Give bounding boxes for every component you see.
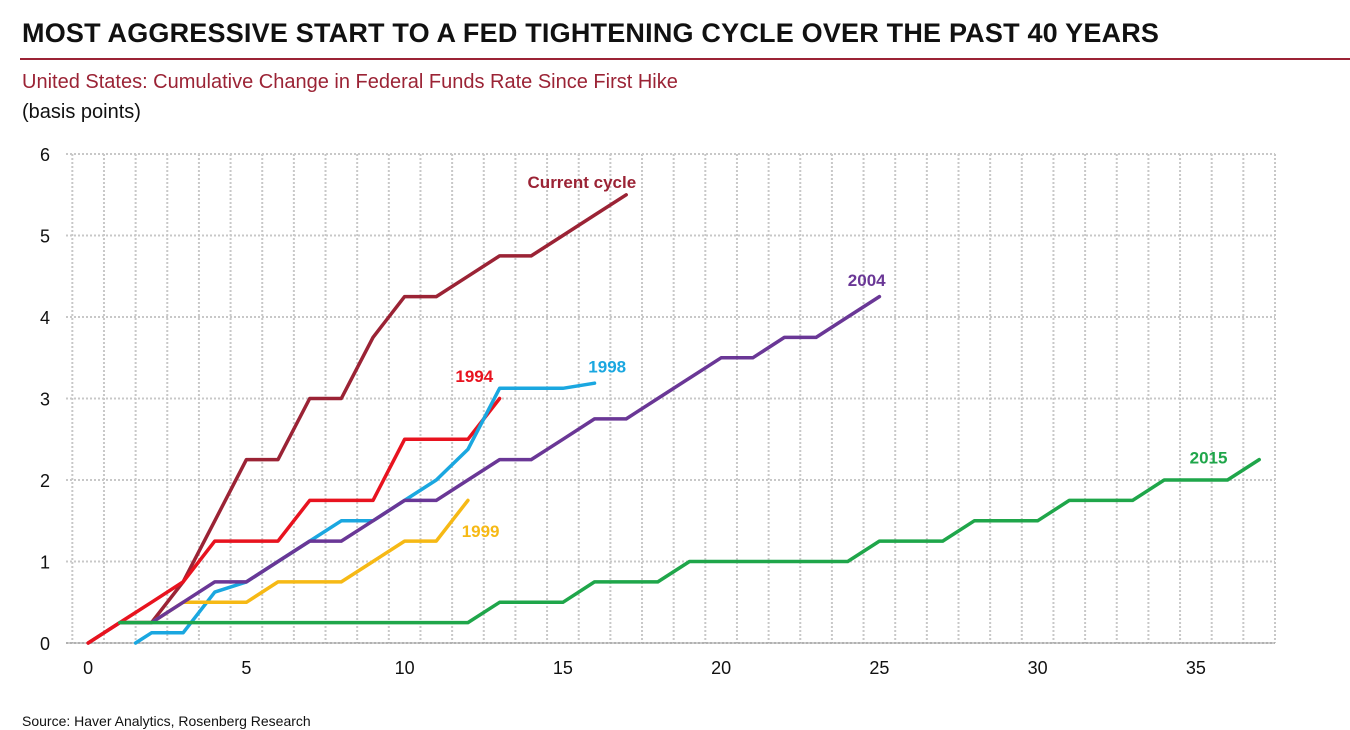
title-divider xyxy=(20,58,1350,60)
series-labels: Current cycle 1994 1998 1999 2004 2015 xyxy=(455,173,1227,541)
grid-lines xyxy=(66,153,1276,644)
x-tick-label: 15 xyxy=(553,658,573,678)
series-label-current-cycle: Current cycle xyxy=(528,173,637,192)
x-tick-label: 30 xyxy=(1028,658,1048,678)
series-label-1994: 1994 xyxy=(455,367,493,386)
series-label-1998: 1998 xyxy=(588,357,626,376)
unit-label: (basis points) xyxy=(22,101,141,123)
y-tick-label: 3 xyxy=(40,390,50,410)
y-tick-label: 4 xyxy=(40,308,50,328)
chart-title: MOST AGGRESSIVE START TO A FED TIGHTENIN… xyxy=(22,18,1160,48)
axis-ticks: 0 1 2 3 4 5 6 0 5 10 15 20 25 30 35 xyxy=(40,145,1206,678)
y-tick-label: 5 xyxy=(40,227,50,247)
series-line-1994 xyxy=(86,396,502,645)
x-tick-label: 10 xyxy=(395,658,415,678)
series-label-2015: 2015 xyxy=(1190,449,1228,468)
y-tick-label: 1 xyxy=(40,553,50,573)
series-line-2004 xyxy=(118,294,882,625)
source-note: Source: Haver Analytics, Rosenberg Resea… xyxy=(22,713,311,729)
series-lines xyxy=(86,193,1261,645)
series-line-current-cycle xyxy=(86,193,628,645)
y-tick-label: 0 xyxy=(40,634,50,654)
x-tick-label: 0 xyxy=(83,658,93,678)
series-line-1998 xyxy=(133,381,597,645)
x-tick-label: 25 xyxy=(869,658,889,678)
series-label-1999: 1999 xyxy=(462,522,500,541)
y-tick-label: 6 xyxy=(40,145,50,165)
chart-subtitle: United States: Cumulative Change in Fede… xyxy=(22,71,678,93)
series-line-2015 xyxy=(118,457,1261,625)
x-tick-label: 35 xyxy=(1186,658,1206,678)
series-label-2004: 2004 xyxy=(848,271,886,290)
x-tick-label: 20 xyxy=(711,658,731,678)
y-tick-label: 2 xyxy=(40,471,50,491)
x-tick-label: 5 xyxy=(241,658,251,678)
